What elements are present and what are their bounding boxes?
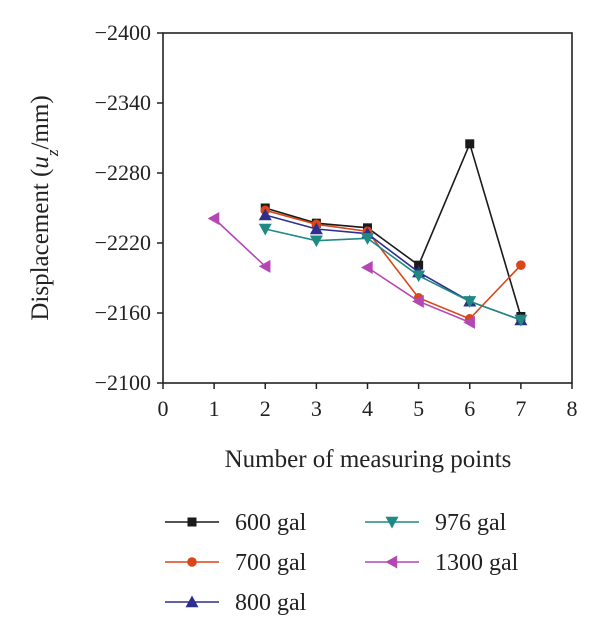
legend-marker bbox=[187, 557, 197, 567]
y-tick-label: −2400 bbox=[95, 20, 151, 45]
series-line-1300-gal bbox=[213, 217, 266, 267]
legend-item-800-gal: 800 gal bbox=[165, 590, 307, 616]
x-axis-title: Number of measuring points bbox=[225, 446, 512, 473]
plot-layer bbox=[207, 139, 528, 329]
series-line-800-gal bbox=[265, 214, 522, 321]
x-tick-label: 6 bbox=[464, 396, 475, 421]
plot-frame bbox=[162, 32, 573, 384]
x-tick-label: 5 bbox=[413, 396, 424, 421]
x-tick-label: 8 bbox=[567, 396, 578, 421]
data-point-1300-gal bbox=[258, 259, 271, 273]
legend-item-1300-gal: 1300 gal bbox=[365, 550, 519, 576]
axis-ticks: 0 1 2 3 4 5 6 7 8 −2100 −2160 −2220 −2280 −2340 −2400 bbox=[95, 20, 578, 421]
series-1300-gal bbox=[207, 212, 475, 329]
data-point-976-gal bbox=[309, 235, 323, 248]
data-point-600-gal bbox=[414, 260, 424, 270]
data-point-1300-gal bbox=[463, 315, 475, 329]
legend-marker bbox=[385, 516, 399, 529]
legend: 600 gal 700 gal 800 gal 976 gal 1300 gal bbox=[165, 510, 519, 616]
series-line-976-gal bbox=[265, 228, 522, 321]
legend-label: 1300 gal bbox=[435, 550, 519, 576]
data-point-1300-gal bbox=[207, 212, 220, 225]
legend-label: 700 gal bbox=[235, 550, 307, 576]
x-tick-label: 2 bbox=[260, 396, 271, 421]
y-tick-label: −2160 bbox=[95, 300, 151, 325]
y-tick-label: −2100 bbox=[95, 370, 151, 395]
legend-marker bbox=[385, 555, 398, 569]
x-tick-label: 4 bbox=[362, 396, 373, 421]
legend-item-700-gal: 700 gal bbox=[165, 550, 307, 576]
legend-label: 976 gal bbox=[435, 510, 507, 536]
data-point-800-gal bbox=[309, 222, 323, 235]
series-line-600-gal bbox=[265, 141, 522, 317]
data-point-976-gal bbox=[514, 314, 528, 327]
legend-marker bbox=[187, 517, 197, 527]
series-600-gal bbox=[260, 139, 526, 321]
data-point-976-gal bbox=[258, 223, 272, 236]
x-tick-label: 1 bbox=[209, 396, 220, 421]
series-976-gal bbox=[258, 223, 528, 327]
data-point-976-gal bbox=[361, 233, 374, 245]
y-tick-label: −2220 bbox=[95, 230, 151, 255]
y-tick-label: −2280 bbox=[95, 160, 151, 185]
series-line-700-gal bbox=[265, 209, 522, 320]
data-point-1300-gal bbox=[412, 294, 424, 308]
x-tick-label: 3 bbox=[311, 396, 322, 421]
x-tick-label: 7 bbox=[515, 396, 526, 421]
legend-label: 800 gal bbox=[235, 590, 307, 616]
data-point-976-gal bbox=[412, 270, 426, 283]
legend-label: 600 gal bbox=[235, 510, 307, 536]
data-point-600-gal bbox=[465, 139, 475, 149]
x-tick-label: 0 bbox=[158, 396, 169, 421]
data-point-1300-gal bbox=[361, 261, 373, 274]
y-tick-label: −2340 bbox=[95, 90, 151, 115]
series-700-gal bbox=[260, 205, 526, 324]
y-axis-title: Displacement (uz/mm) bbox=[27, 95, 62, 320]
legend-item-976-gal: 976 gal bbox=[365, 510, 507, 536]
legend-item-600-gal: 600 gal bbox=[165, 510, 307, 536]
data-point-976-gal bbox=[463, 296, 477, 308]
legend-marker bbox=[185, 595, 199, 608]
data-point-700-gal bbox=[516, 260, 526, 270]
data-point-800-gal bbox=[258, 208, 272, 221]
